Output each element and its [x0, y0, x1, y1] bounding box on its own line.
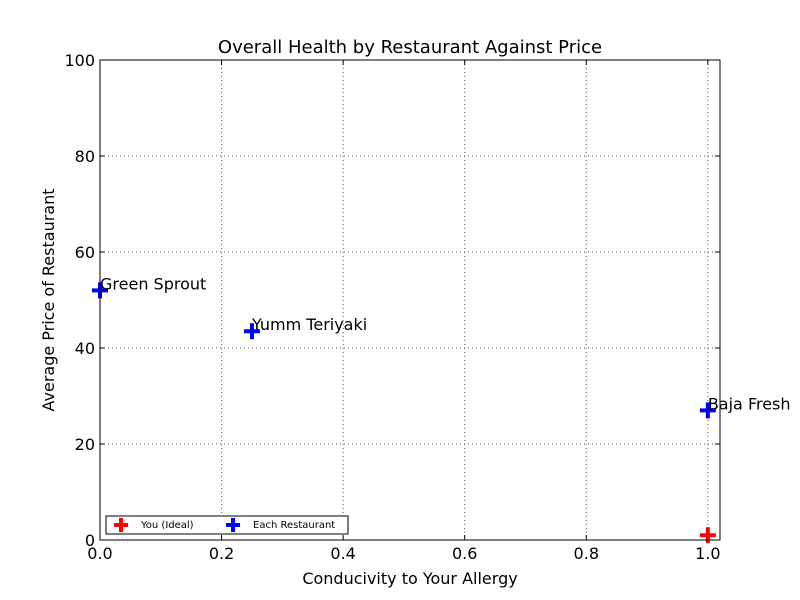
- point-label: Green Sprout: [100, 274, 206, 293]
- legend-marker: [114, 518, 128, 532]
- legend-marker: [226, 518, 240, 532]
- x-tick-label: 0.6: [452, 544, 477, 563]
- plot-frame: [99, 59, 721, 541]
- x-axis-label: Conducivity to Your Allergy: [302, 569, 517, 588]
- axis-ticks: 0.0 0.2 0.4 0.6 0.8 1.0 0 20 40 60 80 100: [64, 51, 720, 563]
- legend-entry: Each Restaurant: [253, 520, 335, 531]
- y-tick-label: 60: [75, 243, 95, 262]
- x-tick-label: 0.8: [574, 544, 599, 563]
- ideal-point: [699, 527, 716, 544]
- x-tick-label: 1.0: [695, 544, 720, 563]
- point-label: Yumm Teriyaki: [251, 315, 367, 334]
- y-axis-label: Average Price of Restaurant: [39, 188, 58, 411]
- legend: You (Ideal) Each Restaurant: [105, 515, 349, 535]
- x-tick-label: 0.0: [87, 544, 112, 563]
- y-tick-label: 100: [64, 51, 95, 70]
- restaurant-point: [243, 323, 260, 340]
- point-label: Baja Fresh: [708, 394, 791, 413]
- y-tick-label: 20: [75, 435, 95, 454]
- chart-title: Overall Health by Restaurant Against Pri…: [218, 37, 602, 58]
- restaurant-point: [699, 402, 716, 419]
- legend-entry: You (Ideal): [140, 520, 194, 531]
- x-tick-label: 0.2: [209, 544, 234, 563]
- y-tick-label: 80: [75, 147, 95, 166]
- data-points: Green Sprout Yumm Teriyaki Baja Fresh: [92, 274, 791, 544]
- y-tick-label: 40: [75, 339, 95, 358]
- y-tick-label: 0: [85, 531, 95, 550]
- x-tick-label: 0.4: [330, 544, 355, 563]
